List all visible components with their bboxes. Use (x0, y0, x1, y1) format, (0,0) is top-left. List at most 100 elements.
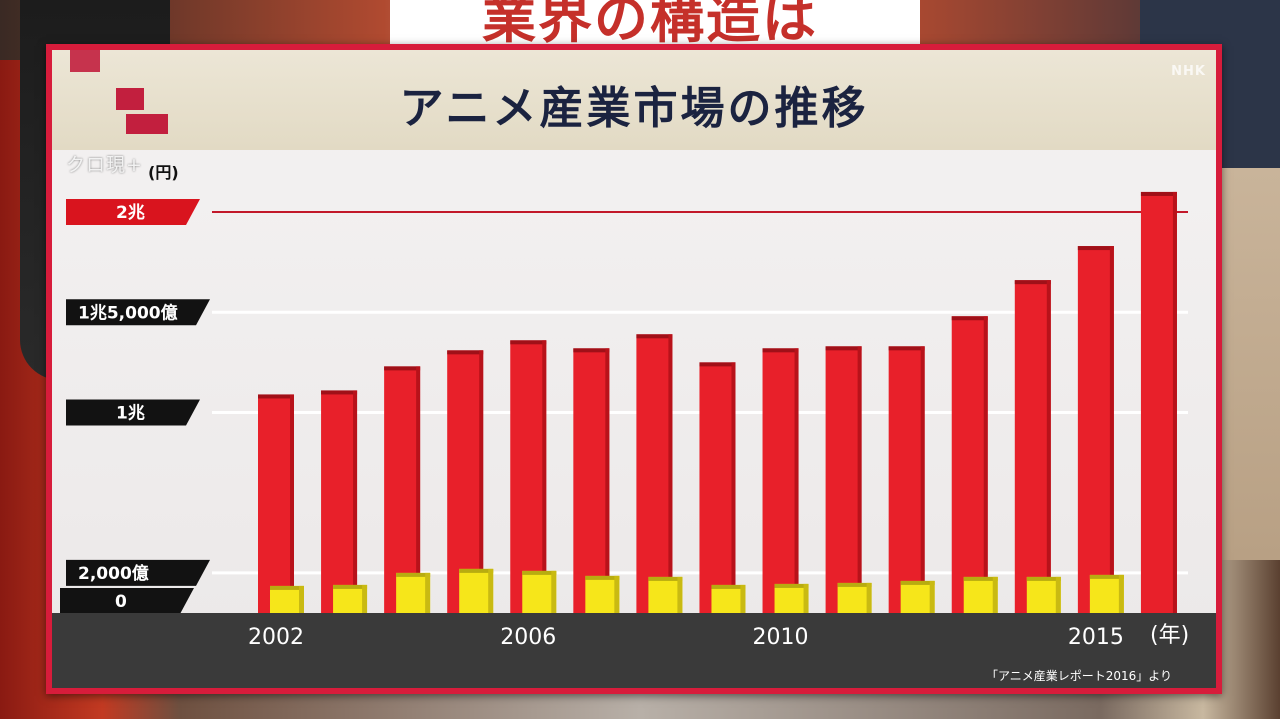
bar-side (992, 576, 998, 613)
bar-main (699, 362, 736, 613)
bar-secondary (522, 570, 557, 613)
bar (1077, 246, 1114, 613)
bar (888, 346, 925, 613)
program-logo (62, 50, 182, 190)
bar-main (888, 346, 925, 613)
bar-secondary (459, 568, 494, 613)
y-tick-band (66, 199, 200, 225)
y-tick-band (66, 559, 210, 586)
y-tick: 1兆 (66, 399, 200, 426)
bar-secondary (648, 576, 683, 613)
x-axis-unit: (年) (1150, 623, 1189, 648)
bar (321, 390, 358, 613)
x-axis-band (52, 613, 1216, 688)
bar-side (1109, 246, 1114, 613)
y-tick-label: 1兆 (116, 404, 145, 424)
bar (1140, 191, 1177, 613)
broadcaster-watermark: NHK (1171, 64, 1206, 79)
bars (258, 191, 1177, 613)
bar (762, 348, 799, 613)
y-tick-label: 2兆 (116, 203, 145, 223)
bar-top (1077, 246, 1114, 251)
y-tick-band (60, 588, 194, 614)
chart-panel: アニメ産業市場の推移 クロ現+ NHK 0 2,000億 1兆 1兆5,000億 2兆 (… (46, 44, 1222, 694)
bar-top (522, 570, 557, 575)
bar-side (1055, 576, 1061, 613)
bar-top (648, 576, 683, 581)
bar-secondary (585, 575, 620, 613)
bar (573, 348, 610, 613)
bar-main (1014, 280, 1051, 613)
bar (1026, 576, 1061, 613)
chart-panel-inner: アニメ産業市場の推移 クロ現+ NHK 0 2,000億 1兆 1兆5,000億 2兆 (… (52, 50, 1216, 688)
bar-top (510, 340, 547, 345)
chart-title: アニメ産業市場の推移 (399, 83, 869, 134)
bar-top (333, 584, 368, 589)
studio-title-text: 業界の構造は (482, 0, 818, 50)
bar (711, 584, 746, 613)
y-axis: 0 2,000億 1兆 1兆5,000億 2兆 (円) (60, 163, 210, 614)
bar-top (258, 394, 294, 399)
bar-main (384, 366, 421, 613)
bar-main (762, 348, 799, 613)
bar-top (774, 583, 809, 588)
bar (459, 568, 494, 613)
bar (1089, 574, 1124, 613)
bar-top (447, 350, 484, 355)
bar-top (270, 585, 304, 590)
bar (270, 585, 304, 613)
bar (837, 582, 872, 613)
bar-side (1118, 574, 1124, 613)
bar-side (1172, 191, 1177, 613)
bar-side (290, 394, 294, 613)
bar-chart: 0 2,000億 1兆 1兆5,000億 2兆 (円) 2002 2006 2010 2015 (… (52, 163, 1216, 688)
bar-side (353, 390, 358, 613)
bar-top (951, 316, 988, 321)
bar (648, 576, 683, 613)
show-name: クロ現+ (66, 154, 143, 176)
source-note: 「アニメ産業レポート2016」より (986, 668, 1172, 683)
bar (384, 366, 421, 613)
bar-top (396, 572, 431, 577)
bar-side (488, 568, 494, 613)
bar-secondary (711, 584, 746, 613)
bar (774, 583, 809, 613)
y-tick: 1兆5,000億 (66, 299, 210, 326)
bar-top (636, 334, 673, 339)
bar-main (951, 316, 988, 613)
bar-side (362, 584, 368, 613)
bar-side (416, 366, 421, 613)
bar-secondary (396, 572, 431, 613)
bar-top (711, 584, 746, 589)
y-axis-unit: (円) (148, 163, 179, 182)
y-tick: 0 (60, 588, 194, 614)
bar-main (258, 394, 294, 613)
bar-side (1046, 280, 1051, 613)
bar (396, 572, 431, 613)
bar-side (920, 346, 925, 613)
bar-side (542, 340, 547, 613)
bar-top (837, 582, 872, 587)
bar-side (866, 582, 872, 613)
bar-top (762, 348, 799, 353)
bar-top (900, 580, 935, 585)
x-tick-label: 2010 (753, 625, 809, 650)
x-tick-label: 2015 (1068, 625, 1124, 650)
bar-side (794, 348, 799, 613)
studio-title-card: 業界の構造は (390, 0, 920, 50)
bar (522, 570, 557, 613)
bar (951, 316, 988, 613)
bar (258, 394, 294, 613)
y-tick-band (66, 399, 200, 426)
bar (699, 362, 736, 613)
bar-side (425, 572, 431, 613)
bar-side (731, 362, 736, 613)
bar-main (321, 390, 358, 613)
bar-top (585, 575, 620, 580)
bar-side (479, 350, 484, 613)
bar-side (299, 585, 304, 613)
bar-side (740, 584, 746, 613)
bar (825, 346, 862, 613)
bar-secondary (774, 583, 809, 613)
bar-side (668, 334, 673, 613)
